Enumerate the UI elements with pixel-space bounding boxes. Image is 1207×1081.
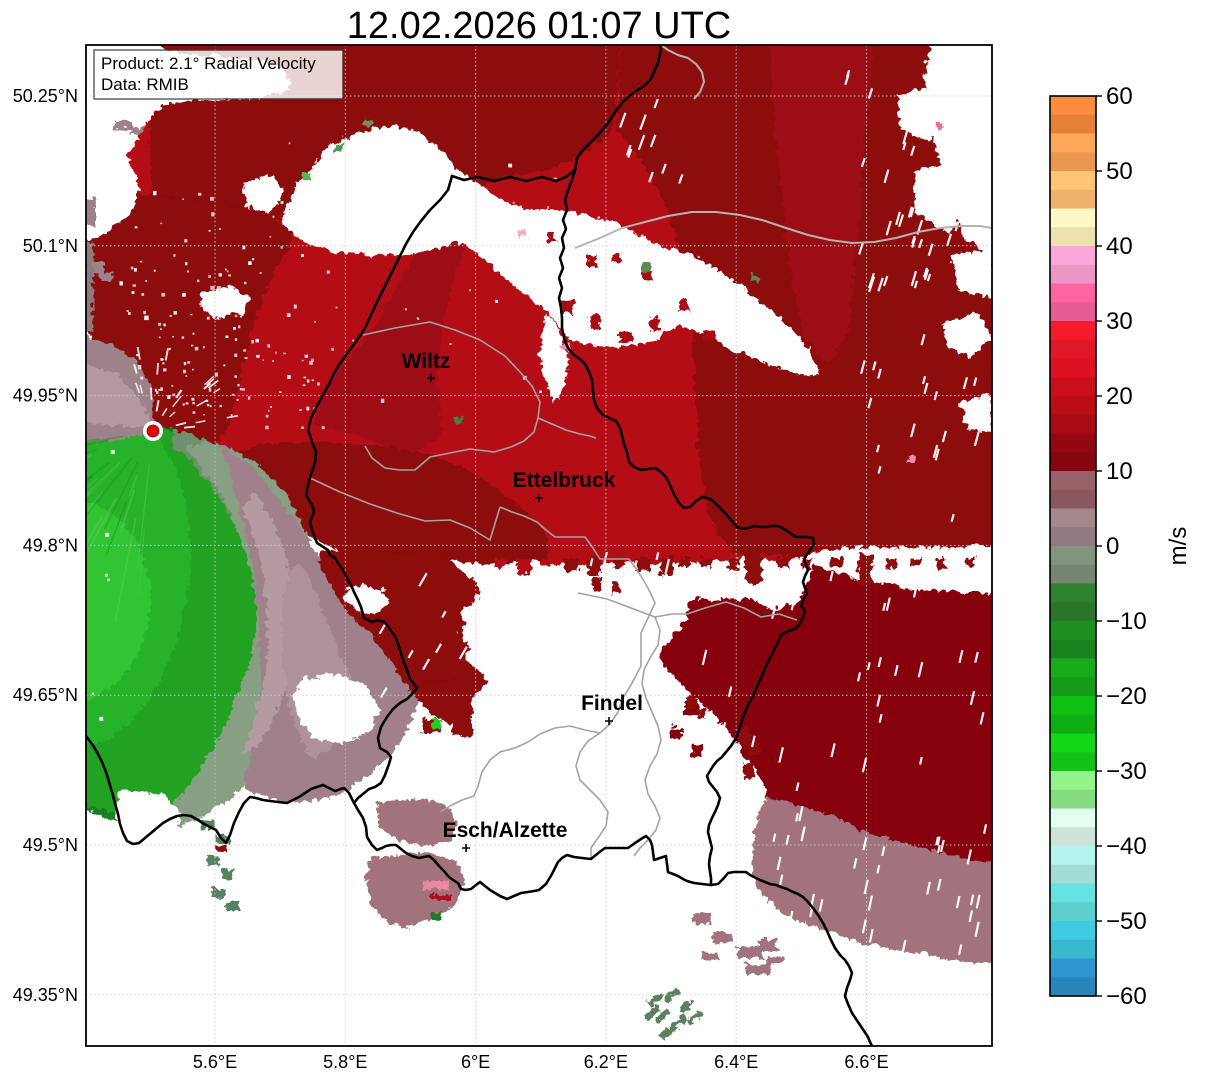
svg-text:6.2°E: 6.2°E xyxy=(584,1052,628,1072)
svg-text:−10: −10 xyxy=(1106,608,1147,635)
svg-text:10: 10 xyxy=(1106,458,1133,485)
svg-text:49.35°N: 49.35°N xyxy=(13,985,78,1005)
svg-text:60: 60 xyxy=(1106,83,1133,110)
svg-text:Findel: Findel xyxy=(581,692,643,715)
svg-text:5.8°E: 5.8°E xyxy=(323,1052,367,1072)
svg-text:49.5°N: 49.5°N xyxy=(23,835,78,855)
svg-text:6.4°E: 6.4°E xyxy=(714,1052,758,1072)
svg-text:Esch/Alzette: Esch/Alzette xyxy=(443,819,568,842)
svg-text:−20: −20 xyxy=(1106,683,1147,710)
svg-text:20: 20 xyxy=(1106,383,1133,410)
svg-text:49.8°N: 49.8°N xyxy=(23,535,78,555)
svg-text:Data: RMIB: Data: RMIB xyxy=(101,75,189,94)
svg-text:Ettelbruck: Ettelbruck xyxy=(513,469,616,492)
svg-text:50: 50 xyxy=(1106,158,1133,185)
svg-text:40: 40 xyxy=(1106,233,1133,260)
svg-text:0: 0 xyxy=(1106,533,1119,560)
svg-text:49.95°N: 49.95°N xyxy=(13,386,78,406)
svg-text:6.6°E: 6.6°E xyxy=(844,1052,888,1072)
svg-text:12.02.2026 01:07 UTC: 12.02.2026 01:07 UTC xyxy=(347,5,732,47)
svg-text:50.1°N: 50.1°N xyxy=(23,236,78,256)
svg-text:Wiltz: Wiltz xyxy=(402,350,451,373)
svg-text:−50: −50 xyxy=(1106,908,1147,935)
svg-text:−40: −40 xyxy=(1106,833,1147,860)
svg-text:m/s: m/s xyxy=(1165,527,1192,566)
svg-text:−60: −60 xyxy=(1106,983,1147,1010)
svg-text:Product: 2.1° Radial Velocity: Product: 2.1° Radial Velocity xyxy=(101,54,316,73)
svg-text:50.25°N: 50.25°N xyxy=(13,86,78,106)
svg-text:30: 30 xyxy=(1106,308,1133,335)
svg-text:5.6°E: 5.6°E xyxy=(193,1052,237,1072)
svg-text:6°E: 6°E xyxy=(461,1052,490,1072)
svg-text:49.65°N: 49.65°N xyxy=(13,685,78,705)
svg-text:−30: −30 xyxy=(1106,758,1147,785)
